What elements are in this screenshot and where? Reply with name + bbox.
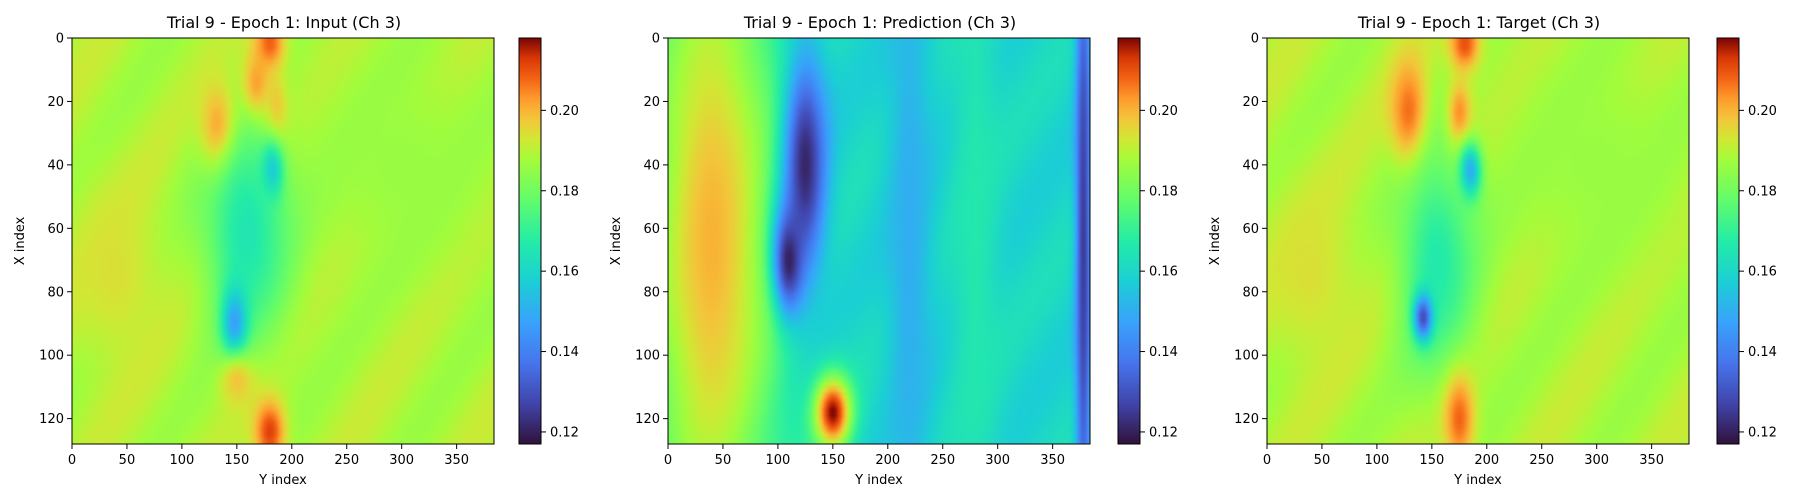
y-axis: 0 20 40 60 80 100 120 bbox=[1234, 32, 1267, 427]
plot-frame bbox=[667, 37, 1091, 445]
x-axis: 0 50 100 150 200 250 300 350 bbox=[664, 444, 1065, 468]
colorbar-tick-label: 0.20 bbox=[550, 104, 579, 119]
x-tick-label: 0 bbox=[68, 453, 76, 468]
colorbar-tick-label: 0.16 bbox=[1748, 265, 1777, 280]
x-tick-label: 150 bbox=[820, 453, 845, 468]
heatmap-image bbox=[668, 38, 1090, 444]
chart-title: Trial 9 - Epoch 1: Target (Ch 3) bbox=[1357, 13, 1600, 32]
plot-frame bbox=[1266, 37, 1690, 445]
heatmap-image bbox=[1267, 38, 1689, 444]
colorbar-tick-label: 0.14 bbox=[550, 345, 579, 360]
x-tick-label: 50 bbox=[1314, 453, 1331, 468]
x-tick-label: 0 bbox=[1263, 453, 1271, 468]
colorbar-tick-label: 0.14 bbox=[1748, 345, 1777, 360]
x-tick-label: 150 bbox=[1419, 453, 1444, 468]
y-tick-label: 80 bbox=[1242, 285, 1259, 300]
colorbar-tick-label: 0.18 bbox=[1748, 184, 1777, 199]
y-tick-label: 120 bbox=[635, 412, 660, 427]
colorbar-tick-label: 0.14 bbox=[1149, 345, 1178, 360]
y-axis-label: X index bbox=[1208, 216, 1223, 265]
y-tick-label: 100 bbox=[39, 349, 64, 364]
x-tick-label: 50 bbox=[119, 453, 136, 468]
y-tick-label: 20 bbox=[643, 95, 660, 110]
colorbar-ticks: 0.12 0.14 0.16 0.18 0.20 bbox=[541, 104, 579, 440]
x-tick-label: 250 bbox=[930, 453, 955, 468]
x-axis: 0 50 100 150 200 250 300 350 bbox=[1263, 444, 1664, 468]
colorbar-ticks: 0.12 0.14 0.16 0.18 0.20 bbox=[1739, 104, 1777, 440]
x-tick-label: 300 bbox=[389, 453, 414, 468]
x-tick-label: 150 bbox=[224, 453, 249, 468]
y-tick-label: 60 bbox=[1242, 222, 1259, 237]
y-tick-label: 100 bbox=[635, 349, 660, 364]
y-tick-label: 60 bbox=[47, 222, 64, 237]
y-tick-label: 100 bbox=[1234, 349, 1259, 364]
x-tick-label: 100 bbox=[169, 453, 194, 468]
y-tick-label: 40 bbox=[1242, 158, 1259, 173]
y-tick-label: 0 bbox=[1251, 32, 1259, 47]
y-tick-label: 40 bbox=[643, 158, 660, 173]
y-tick-label: 80 bbox=[47, 285, 64, 300]
y-tick-label: 120 bbox=[39, 412, 64, 427]
x-axis-label: Y index bbox=[854, 473, 903, 488]
x-tick-label: 200 bbox=[875, 453, 900, 468]
plot-frame bbox=[71, 37, 495, 445]
x-axis-label: Y index bbox=[1453, 473, 1502, 488]
heatmap-image bbox=[72, 38, 494, 444]
x-tick-label: 250 bbox=[1529, 453, 1554, 468]
colorbar bbox=[1117, 37, 1141, 445]
x-axis-label: Y index bbox=[258, 473, 307, 488]
chart-title: Trial 9 - Epoch 1: Prediction (Ch 3) bbox=[743, 13, 1016, 32]
colorbar-ticks: 0.12 0.14 0.16 0.18 0.20 bbox=[1140, 104, 1178, 440]
colorbar-tick-label: 0.18 bbox=[550, 184, 579, 199]
colorbar-tick-label: 0.12 bbox=[1748, 425, 1777, 440]
y-axis: 0 20 40 60 80 100 120 bbox=[39, 32, 72, 427]
x-tick-label: 350 bbox=[444, 453, 469, 468]
x-tick-label: 100 bbox=[765, 453, 790, 468]
y-tick-label: 60 bbox=[643, 222, 660, 237]
y-tick-label: 0 bbox=[56, 32, 64, 47]
y-axis-label: X index bbox=[13, 216, 28, 265]
chart-panel-prediction: Trial 9 - Epoch 1: Prediction (Ch 3) 0 50… bbox=[609, 13, 1178, 488]
colorbar-tick-label: 0.18 bbox=[1149, 184, 1178, 199]
y-tick-label: 80 bbox=[643, 285, 660, 300]
y-tick-label: 0 bbox=[652, 32, 660, 47]
x-tick-label: 50 bbox=[715, 453, 732, 468]
colorbar-tick-label: 0.12 bbox=[1149, 425, 1178, 440]
y-axis: 0 20 40 60 80 100 120 bbox=[635, 32, 668, 427]
chart-title: Trial 9 - Epoch 1: Input (Ch 3) bbox=[166, 13, 401, 32]
x-tick-label: 300 bbox=[1584, 453, 1609, 468]
x-tick-label: 100 bbox=[1364, 453, 1389, 468]
x-tick-label: 350 bbox=[1040, 453, 1065, 468]
colorbar-tick-label: 0.16 bbox=[550, 265, 579, 280]
x-tick-label: 350 bbox=[1639, 453, 1664, 468]
x-tick-label: 300 bbox=[985, 453, 1010, 468]
x-axis: 0 50 100 150 200 250 300 350 bbox=[68, 444, 469, 468]
y-tick-label: 20 bbox=[47, 95, 64, 110]
chart-panel-target: Trial 9 - Epoch 1: Target (Ch 3) 0 50 100 1… bbox=[1208, 13, 1777, 488]
colorbar bbox=[1716, 37, 1740, 445]
colorbar-tick-label: 0.16 bbox=[1149, 265, 1178, 280]
y-tick-label: 20 bbox=[1242, 95, 1259, 110]
x-tick-label: 200 bbox=[1474, 453, 1499, 468]
x-tick-label: 200 bbox=[279, 453, 304, 468]
colorbar bbox=[518, 37, 542, 445]
y-axis-label: X index bbox=[609, 216, 624, 265]
chart-panel-input: Trial 9 - Epoch 1: Input (Ch 3) 0 50 100 15… bbox=[13, 13, 579, 488]
x-tick-label: 0 bbox=[664, 453, 672, 468]
x-tick-label: 250 bbox=[334, 453, 359, 468]
colorbar-tick-label: 0.20 bbox=[1748, 104, 1777, 119]
y-tick-label: 40 bbox=[47, 158, 64, 173]
colorbar-tick-label: 0.12 bbox=[550, 425, 579, 440]
colorbar-tick-label: 0.20 bbox=[1149, 104, 1178, 119]
y-tick-label: 120 bbox=[1234, 412, 1259, 427]
